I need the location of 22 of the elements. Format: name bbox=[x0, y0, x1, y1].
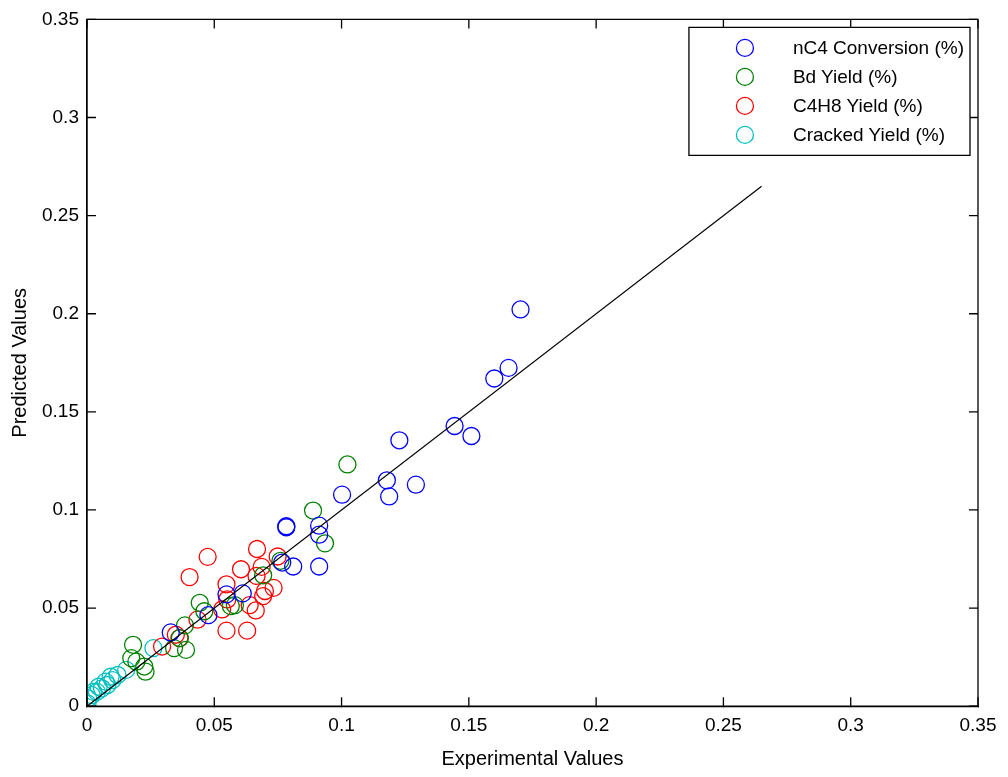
y-tick-label: 0 bbox=[68, 694, 79, 716]
x-axis-title: Experimental Values bbox=[441, 746, 624, 769]
y-tick-label: 0.3 bbox=[52, 105, 79, 127]
legend-label: C4H8 Yield (%) bbox=[792, 95, 923, 117]
y-tick-label: 0.05 bbox=[42, 596, 79, 618]
y-tick-label: 0.35 bbox=[42, 7, 79, 29]
x-tick-label: 0.15 bbox=[450, 713, 488, 735]
y-tick-label: 0.15 bbox=[42, 400, 79, 422]
x-tick-label: 0.25 bbox=[704, 713, 742, 735]
x-tick-label: 0.35 bbox=[959, 713, 997, 735]
y-axis-title: Predicted Values bbox=[7, 287, 30, 438]
x-tick-label: 0.05 bbox=[195, 713, 233, 735]
y-tick-label: 0.25 bbox=[42, 203, 79, 225]
x-tick-label: 0 bbox=[81, 713, 93, 735]
legend-label: Cracked Yield (%) bbox=[792, 124, 945, 146]
x-tick-label: 0.3 bbox=[837, 713, 864, 735]
y-tick-label: 0.2 bbox=[52, 301, 79, 323]
legend-label: Bd Yield (%) bbox=[792, 66, 898, 88]
y-tick-label: 0.1 bbox=[52, 498, 79, 520]
x-tick-label: 0.2 bbox=[582, 713, 610, 735]
legend-label: nC4 Conversion (%) bbox=[792, 37, 965, 59]
x-tick-label: 0.1 bbox=[328, 713, 355, 735]
